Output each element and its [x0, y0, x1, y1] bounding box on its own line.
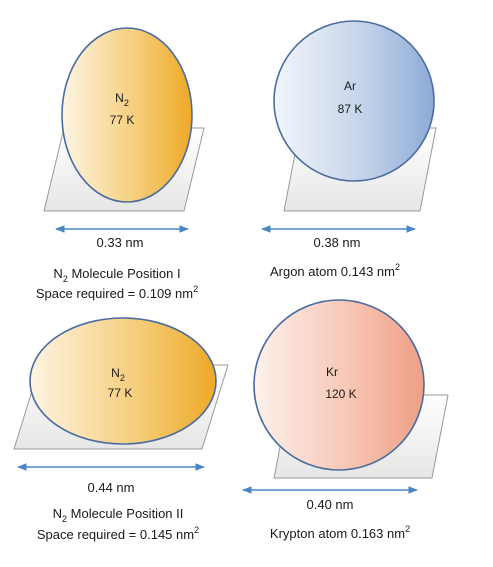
dimension-label: 0.33 nm	[97, 235, 144, 250]
argon-atom-circle	[273, 20, 435, 182]
krypton-symbol: Kr	[326, 365, 338, 379]
krypton-atom-circle	[253, 299, 425, 471]
caption-space-required: Space required = 0.109 nm2	[36, 284, 198, 301]
panel-argon: Ar 87 K 0.38 nm Argon atom 0.143 nm2	[261, 20, 437, 279]
argon-symbol: Ar	[344, 79, 356, 93]
panel-krypton: Kr 120 K 0.40 nm Krypton atom 0.163 nm2	[242, 299, 449, 541]
caption-title: N2 Molecule Position II	[53, 506, 184, 524]
caption-space-required: Space required = 0.145 nm2	[37, 525, 199, 542]
caption-title: Argon atom 0.143 nm2	[270, 262, 400, 279]
dimension-label: 0.38 nm	[314, 235, 361, 250]
krypton-temperature-label: 120 K	[325, 387, 356, 401]
caption-title: N2 Molecule Position I	[53, 266, 180, 284]
n2-temperature-label: 77 K	[108, 386, 133, 400]
n2-molecule-formula: N2	[115, 91, 129, 108]
n2-molecule-ellipse	[61, 27, 193, 203]
n2-molecule-formula: N2	[111, 366, 125, 383]
n2-temperature-label: 77 K	[110, 113, 135, 127]
panel-n2-position-1: N2 77 K 0.33 nm N2 Molecule Position I S…	[36, 27, 205, 301]
dimension-label: 0.44 nm	[88, 480, 135, 495]
panel-n2-position-2: N2 77 K 0.44 nm N2 Molecule Position II …	[13, 317, 229, 542]
dimension-label: 0.40 nm	[307, 497, 354, 512]
argon-temperature-label: 87 K	[338, 102, 363, 116]
caption-title: Krypton atom 0.163 nm2	[270, 524, 410, 541]
n2-molecule-ellipse	[29, 317, 217, 445]
